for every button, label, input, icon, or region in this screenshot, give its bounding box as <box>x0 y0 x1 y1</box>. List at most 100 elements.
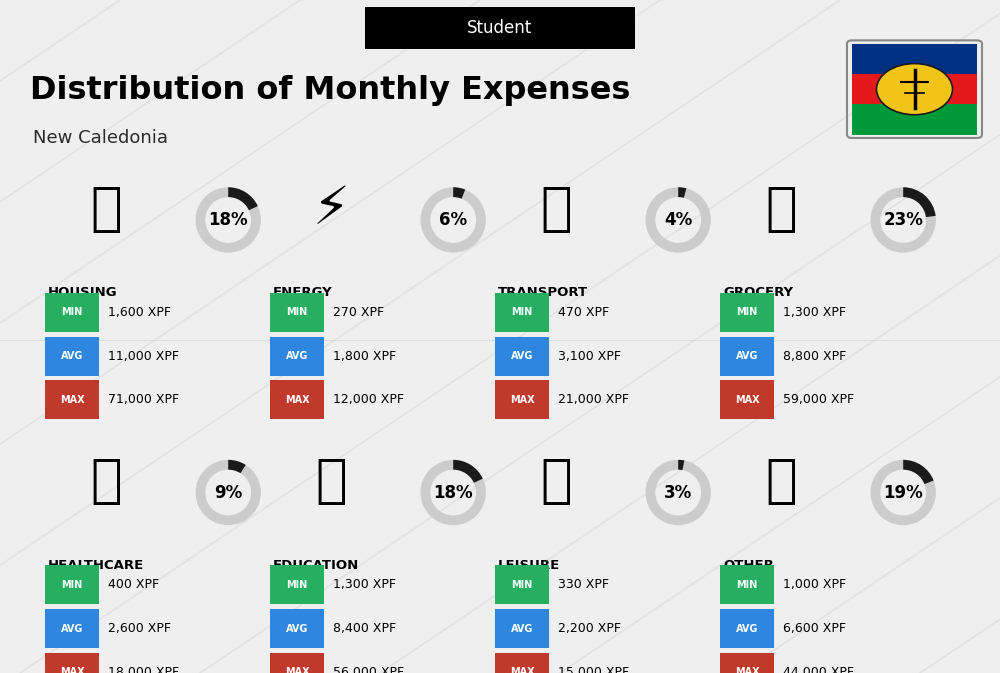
Text: ENERGY: ENERGY <box>273 286 333 299</box>
FancyBboxPatch shape <box>270 565 324 604</box>
Text: 270 XPF: 270 XPF <box>333 306 384 319</box>
Text: AVG: AVG <box>61 624 83 633</box>
FancyBboxPatch shape <box>495 653 549 673</box>
Text: HOUSING: HOUSING <box>48 286 118 299</box>
Text: Distribution of Monthly Expenses: Distribution of Monthly Expenses <box>30 75 630 106</box>
FancyBboxPatch shape <box>852 44 977 75</box>
FancyBboxPatch shape <box>720 336 774 376</box>
Text: 🚌: 🚌 <box>540 182 572 235</box>
Text: 🏢: 🏢 <box>90 182 122 235</box>
Wedge shape <box>646 460 711 525</box>
Text: TRANSPORT: TRANSPORT <box>498 286 588 299</box>
FancyBboxPatch shape <box>45 293 99 332</box>
Text: MIN: MIN <box>286 580 308 590</box>
FancyBboxPatch shape <box>495 380 549 419</box>
FancyBboxPatch shape <box>720 653 774 673</box>
Wedge shape <box>678 187 686 198</box>
Wedge shape <box>678 460 684 470</box>
Text: 3,100 XPF: 3,100 XPF <box>558 349 621 363</box>
Text: AVG: AVG <box>286 624 308 633</box>
Wedge shape <box>453 460 483 483</box>
Text: MIN: MIN <box>61 308 83 317</box>
Text: 🛒: 🛒 <box>765 182 797 235</box>
Text: MIN: MIN <box>511 580 533 590</box>
Text: 8,800 XPF: 8,800 XPF <box>783 349 846 363</box>
Text: 71,000 XPF: 71,000 XPF <box>108 393 179 406</box>
Text: LEISURE: LEISURE <box>498 559 560 571</box>
Text: 4%: 4% <box>664 211 692 229</box>
Wedge shape <box>228 187 258 210</box>
Wedge shape <box>903 460 934 484</box>
Text: MIN: MIN <box>736 308 758 317</box>
Text: 11,000 XPF: 11,000 XPF <box>108 349 179 363</box>
FancyBboxPatch shape <box>270 336 324 376</box>
Text: 1,000 XPF: 1,000 XPF <box>783 578 846 592</box>
Text: MAX: MAX <box>735 668 759 673</box>
Wedge shape <box>903 187 936 217</box>
Text: HEALTHCARE: HEALTHCARE <box>48 559 144 571</box>
FancyBboxPatch shape <box>720 565 774 604</box>
FancyBboxPatch shape <box>45 380 99 419</box>
Wedge shape <box>871 460 936 525</box>
FancyBboxPatch shape <box>852 74 977 104</box>
Text: 🎓: 🎓 <box>315 455 347 507</box>
Text: MIN: MIN <box>511 308 533 317</box>
Text: 🛍: 🛍 <box>540 455 572 507</box>
Text: MAX: MAX <box>60 395 84 404</box>
Wedge shape <box>196 187 261 252</box>
Wedge shape <box>421 460 486 525</box>
Text: 18%: 18% <box>433 483 473 501</box>
Text: 🩺: 🩺 <box>90 455 122 507</box>
Text: 6,600 XPF: 6,600 XPF <box>783 622 846 635</box>
FancyBboxPatch shape <box>45 609 99 648</box>
FancyBboxPatch shape <box>720 609 774 648</box>
Text: EDUCATION: EDUCATION <box>273 559 359 571</box>
Text: AVG: AVG <box>736 624 758 633</box>
Text: AVG: AVG <box>61 351 83 361</box>
Text: AVG: AVG <box>286 351 308 361</box>
FancyBboxPatch shape <box>495 336 549 376</box>
Text: 💰: 💰 <box>765 455 797 507</box>
Wedge shape <box>646 187 711 252</box>
Text: 12,000 XPF: 12,000 XPF <box>333 393 404 406</box>
FancyBboxPatch shape <box>495 565 549 604</box>
Text: AVG: AVG <box>511 624 533 633</box>
Text: MIN: MIN <box>61 580 83 590</box>
FancyBboxPatch shape <box>495 293 549 332</box>
FancyBboxPatch shape <box>270 380 324 419</box>
FancyBboxPatch shape <box>270 293 324 332</box>
Text: 3%: 3% <box>664 483 692 501</box>
Text: MAX: MAX <box>510 668 534 673</box>
Text: AVG: AVG <box>736 351 758 361</box>
Text: MAX: MAX <box>285 668 309 673</box>
Text: MAX: MAX <box>285 395 309 404</box>
Text: 56,000 XPF: 56,000 XPF <box>333 666 404 673</box>
Wedge shape <box>196 460 261 525</box>
Text: 15,000 XPF: 15,000 XPF <box>558 666 629 673</box>
Text: 8,400 XPF: 8,400 XPF <box>333 622 396 635</box>
Text: AVG: AVG <box>511 351 533 361</box>
Text: 2,200 XPF: 2,200 XPF <box>558 622 621 635</box>
Text: 19%: 19% <box>883 483 923 501</box>
Wedge shape <box>421 187 486 252</box>
Text: 400 XPF: 400 XPF <box>108 578 159 592</box>
Text: 1,600 XPF: 1,600 XPF <box>108 306 171 319</box>
Wedge shape <box>228 460 246 473</box>
FancyBboxPatch shape <box>45 565 99 604</box>
Text: MAX: MAX <box>735 395 759 404</box>
Text: 2,600 XPF: 2,600 XPF <box>108 622 171 635</box>
Text: Student: Student <box>467 20 533 37</box>
FancyBboxPatch shape <box>45 336 99 376</box>
Text: 1,300 XPF: 1,300 XPF <box>783 306 846 319</box>
Text: GROCERY: GROCERY <box>723 286 793 299</box>
Text: ⚡: ⚡ <box>312 182 349 235</box>
FancyBboxPatch shape <box>270 609 324 648</box>
Text: New Caledonia: New Caledonia <box>33 129 168 147</box>
Wedge shape <box>871 187 936 252</box>
FancyBboxPatch shape <box>720 293 774 332</box>
Text: 59,000 XPF: 59,000 XPF <box>783 393 854 406</box>
Text: 1,300 XPF: 1,300 XPF <box>333 578 396 592</box>
Text: 18%: 18% <box>208 211 248 229</box>
FancyBboxPatch shape <box>365 7 635 49</box>
Text: MAX: MAX <box>510 395 534 404</box>
